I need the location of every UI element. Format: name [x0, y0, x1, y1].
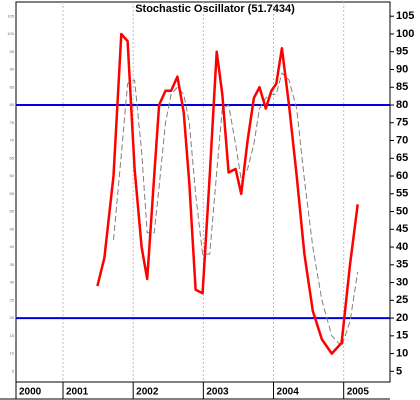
y-tick-label-left: 35: [10, 262, 15, 267]
y-tick-label: 70: [396, 134, 408, 146]
y-tick-label: 30: [396, 276, 408, 288]
y-tick-label: 10: [396, 347, 408, 359]
y-tick-label: 5: [396, 365, 402, 377]
y-tick-label: 105: [396, 10, 414, 22]
series-line: [113, 72, 359, 347]
chart-title: Stochastic Oscillator (51.7434): [135, 3, 295, 15]
y-tick-label: 35: [396, 259, 408, 271]
y-tick-label-left: 85: [10, 84, 15, 89]
y-tick-label: 90: [396, 63, 408, 75]
y-tick-label: 25: [396, 294, 408, 306]
y-tick-label: 60: [396, 170, 408, 182]
y-tick-label-left: 25: [10, 297, 15, 302]
y-tick-label-left: 100: [7, 31, 14, 36]
y-tick-label-left: 60: [10, 173, 15, 178]
y-tick-label-left: 5: [12, 368, 15, 373]
y-tick-label-left: 70: [10, 138, 15, 143]
y-tick-label-left: 40: [10, 244, 15, 249]
y-tick-label-left: 55: [10, 191, 15, 196]
y-tick-label-left: 95: [10, 49, 15, 54]
x-tick-label: 2004: [277, 387, 300, 398]
y-tick-label-left: 65: [10, 155, 15, 160]
y-tick-label: 15: [396, 330, 408, 342]
x-tick-label: 2005: [347, 387, 370, 398]
y-tick-label: 50: [396, 205, 408, 217]
x-tick-label: 2001: [66, 387, 89, 398]
x-tick-label: 2003: [206, 387, 229, 398]
y-tick-label: 80: [396, 99, 408, 111]
y-tick-label: 95: [396, 46, 408, 58]
y-tick-label: 100: [396, 28, 414, 40]
y-tick-label-left: 90: [10, 67, 15, 72]
y-tick-label: 45: [396, 223, 408, 235]
y-tick-label-left: 105: [7, 13, 14, 18]
y-tick-label-left: 75: [10, 120, 15, 125]
y-tick-label-left: 30: [10, 280, 15, 285]
y-tick-label-left: 80: [10, 102, 15, 107]
y-tick-label-left: 50: [10, 209, 15, 214]
y-tick-label: 75: [396, 117, 408, 129]
y-tick-label-left: 15: [10, 333, 15, 338]
y-tick-label: 20: [396, 312, 408, 324]
y-tick-label: 40: [396, 241, 408, 253]
series-line: [96, 32, 359, 355]
y-tick-label: 65: [396, 152, 408, 164]
x-tick-label: 2002: [136, 387, 159, 398]
y-tick-label-left: 20: [10, 315, 15, 320]
x-tick-label: 2000: [19, 387, 42, 398]
y-tick-label-left: 10: [10, 351, 15, 356]
y-tick-label: 55: [396, 188, 408, 200]
y-tick-label: 85: [396, 81, 408, 93]
y-tick-label-left: 45: [10, 226, 15, 231]
